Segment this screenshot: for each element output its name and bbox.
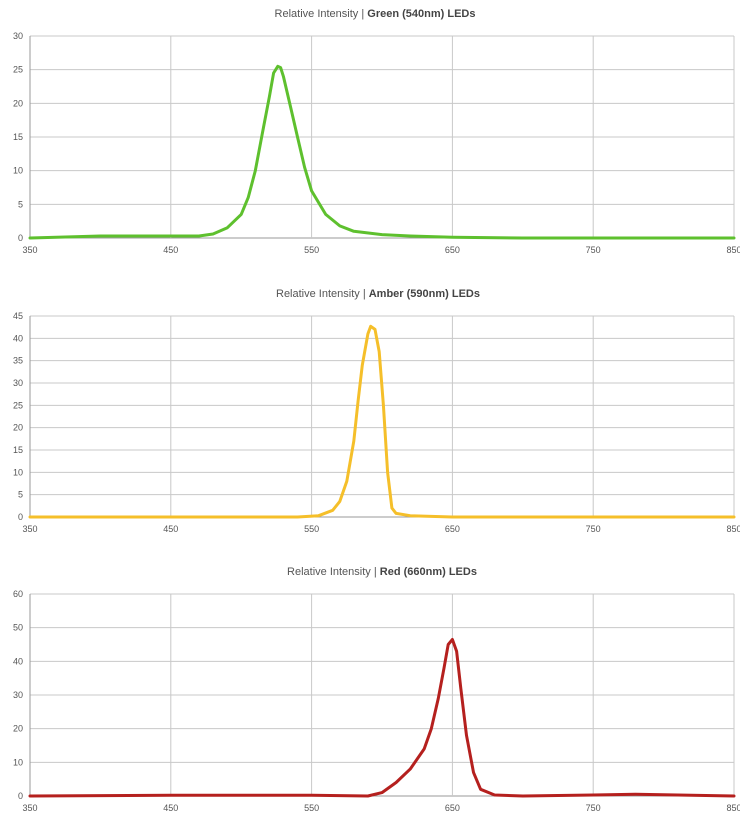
x-tick-label: 650 xyxy=(445,245,460,255)
y-tick-label: 35 xyxy=(13,356,23,366)
y-tick-label: 30 xyxy=(13,378,23,388)
x-tick-label: 550 xyxy=(304,245,319,255)
y-tick-label: 30 xyxy=(13,690,23,700)
plot-area: 0 10 20 30 40 50 60 350 450 550 650 750 850 xyxy=(13,589,740,813)
y-tick-label: 10 xyxy=(13,467,23,477)
x-tick-label: 350 xyxy=(22,245,37,255)
chart-title-bold: Red (660nm) LEDs xyxy=(380,566,477,578)
chart-green: Relative Intensity | Green (540nm) LEDs … xyxy=(13,8,740,255)
y-tick-label: 25 xyxy=(13,65,23,75)
x-tick-label: 650 xyxy=(445,524,460,534)
x-tick-label: 450 xyxy=(163,245,178,255)
y-tick-label: 30 xyxy=(13,31,23,41)
x-tick-label: 850 xyxy=(726,803,740,813)
y-tick-label: 20 xyxy=(13,724,23,734)
chart-red: Relative Intensity | Red (660nm) LEDs 0 1… xyxy=(13,566,740,813)
x-tick-label: 350 xyxy=(22,803,37,813)
y-tick-label: 10 xyxy=(13,166,23,176)
plot-area: 0 5 10 15 20 25 30 35 40 45 350 450 550 650 750 850 xyxy=(13,311,740,534)
series-line xyxy=(28,638,736,798)
x-tick-label: 450 xyxy=(163,524,178,534)
chart-title: Relative Intensity | Amber (590nm) LEDs xyxy=(276,288,480,300)
series-line xyxy=(28,324,736,519)
chart-title-prefix: Relative Intensity | xyxy=(287,566,380,578)
y-tick-label: 0 xyxy=(18,791,23,801)
x-tick-label: 750 xyxy=(586,803,601,813)
chart-title: Relative Intensity | Green (540nm) LEDs xyxy=(275,8,476,20)
x-tick-label: 750 xyxy=(586,524,601,534)
y-tick-label: 40 xyxy=(13,656,23,666)
y-tick-label: 0 xyxy=(18,512,23,522)
x-tick-label: 550 xyxy=(304,803,319,813)
y-tick-label: 60 xyxy=(13,589,23,599)
y-tick-label: 5 xyxy=(18,490,23,500)
chart-title-bold: Amber (590nm) LEDs xyxy=(369,288,480,300)
y-tick-label: 45 xyxy=(13,311,23,321)
chart-amber: Relative Intensity | Amber (590nm) LEDs … xyxy=(13,288,740,534)
chart-title-prefix: Relative Intensity | xyxy=(276,288,369,300)
y-tick-label: 15 xyxy=(13,132,23,142)
chart-title: Relative Intensity | Red (660nm) LEDs xyxy=(287,566,477,578)
x-tick-label: 350 xyxy=(22,524,37,534)
y-tick-label: 5 xyxy=(18,199,23,209)
y-tick-label: 15 xyxy=(13,445,23,455)
chart-title-prefix: Relative Intensity | xyxy=(275,8,368,20)
x-tick-label: 850 xyxy=(726,524,740,534)
x-tick-label: 450 xyxy=(163,803,178,813)
plot-area: 0 5 10 15 20 25 30 350 450 550 650 750 850 xyxy=(13,31,740,255)
series-line xyxy=(28,64,736,240)
x-tick-label: 750 xyxy=(586,245,601,255)
y-tick-label: 20 xyxy=(13,98,23,108)
y-tick-label: 50 xyxy=(13,623,23,633)
y-tick-label: 10 xyxy=(13,757,23,767)
y-tick-label: 0 xyxy=(18,233,23,243)
chart-title-bold: Green (540nm) LEDs xyxy=(367,8,475,20)
y-tick-label: 20 xyxy=(13,423,23,433)
x-tick-label: 650 xyxy=(445,803,460,813)
x-tick-label: 850 xyxy=(726,245,740,255)
x-tick-label: 550 xyxy=(304,524,319,534)
y-tick-label: 25 xyxy=(13,400,23,410)
y-tick-label: 40 xyxy=(13,333,23,343)
